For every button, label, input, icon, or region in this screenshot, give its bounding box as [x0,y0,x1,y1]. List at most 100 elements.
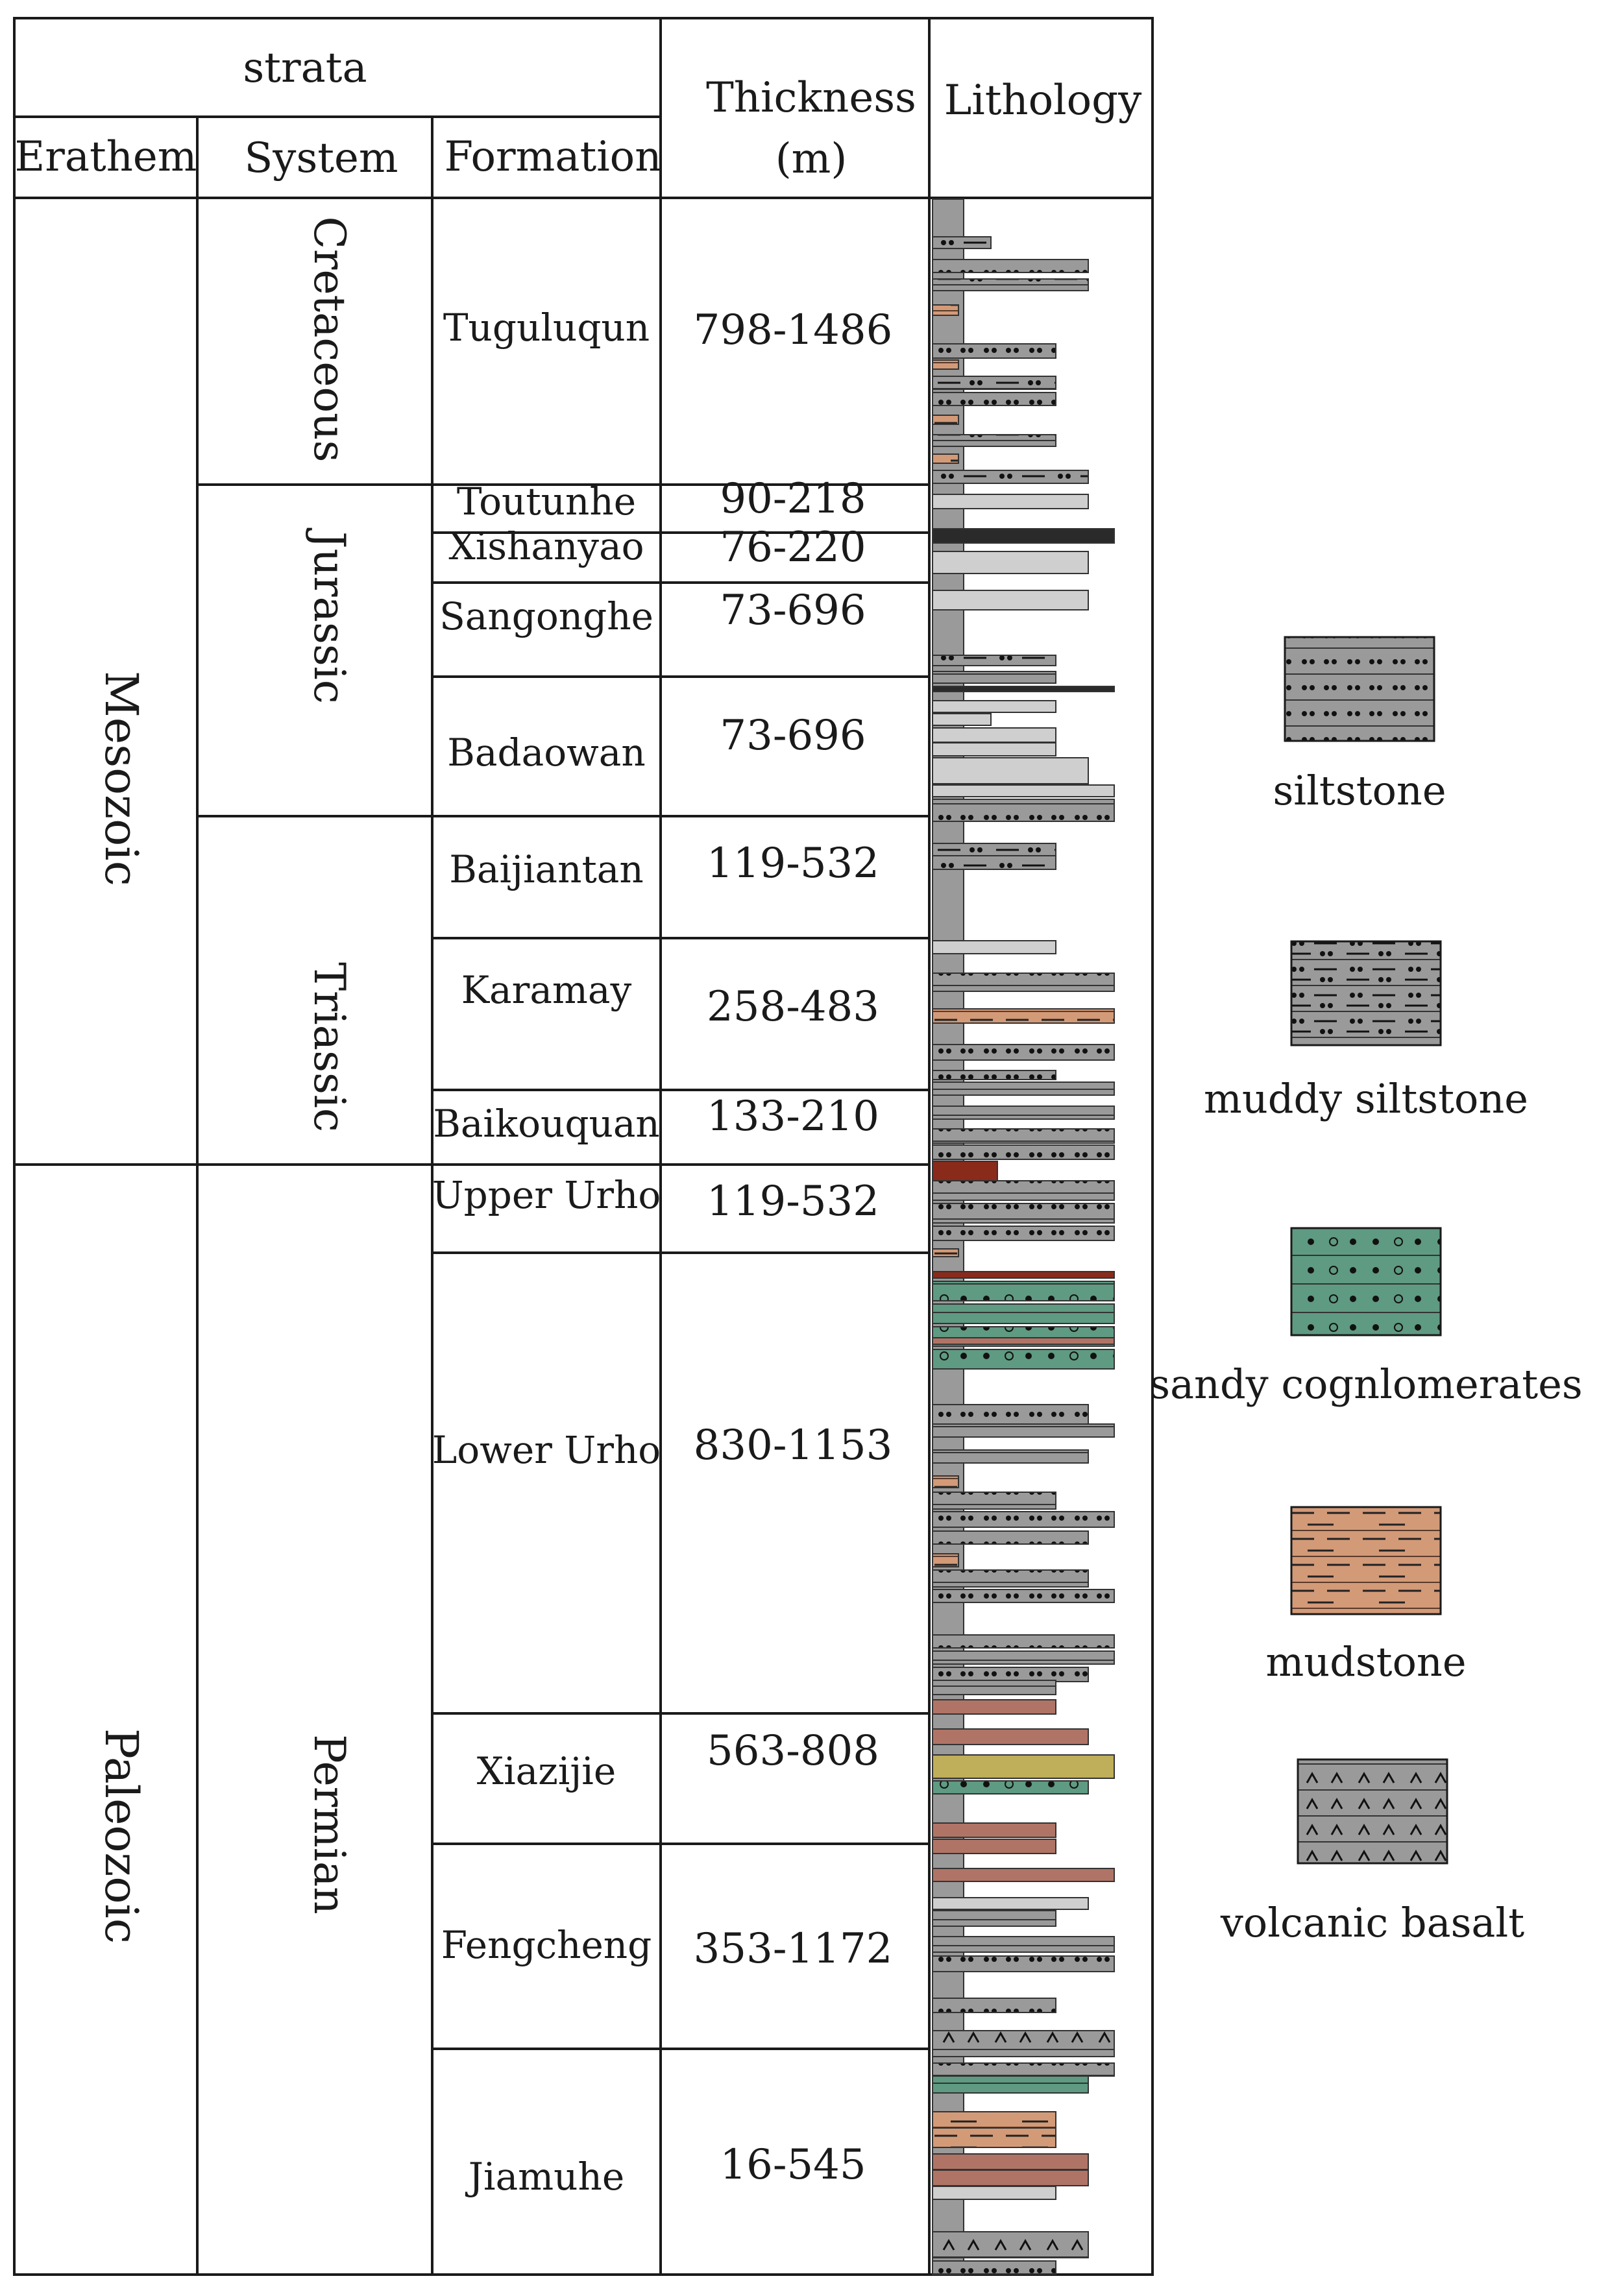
litho-layer [932,1161,998,1181]
legend-label: sandy cognlomerates [1149,1360,1582,1408]
formation-name: Tuguluqun [443,306,650,350]
litho-layer [932,236,992,249]
formation-name: Upper Urho [432,1173,661,1217]
litho-layer [932,2127,1056,2148]
litho-layer [932,1281,1115,1301]
header-formation: Formation [445,133,662,181]
formation-thickness: 258-483 [707,983,879,1031]
formation-name: Baikouquan [433,1102,660,1146]
header-thickness: Thickness [706,74,916,122]
legend-label: volcanic basalt [1220,1899,1524,1946]
litho-layer [932,1044,1115,1061]
formation-name: Xishanyao [448,524,644,568]
litho-layer [932,1754,1115,1779]
litho-layer [932,2231,1089,2258]
litho-layer [932,1082,1115,1096]
header-system: System [244,134,398,182]
header-thickness-unit: (m) [775,135,848,183]
formation-name: Sangonghe [439,594,653,638]
formation-thickness: 830-1153 [694,1421,893,1469]
litho-layer [932,278,1089,291]
litho-layer [932,686,1115,692]
header-lithology: Lithology [944,77,1142,125]
litho-layer [932,2153,1089,2170]
legend-label: mudstone [1265,1638,1466,1686]
litho-layer [932,551,1089,574]
system-column: Cretaceous Jurassic Triassic Permian [304,216,354,1914]
formation-thickness: 353-1172 [694,1925,893,1973]
litho-layer [932,1998,1056,2013]
litho-layer [932,1897,1089,1910]
litho-layer [932,343,1056,359]
formation-name: Xiazijie [477,1749,616,1793]
formation-name: Karamay [461,968,632,1012]
litho-layer [932,671,1056,684]
litho-layer [932,1936,1115,1953]
litho-layer [932,1650,1115,1665]
litho-layer [932,1680,1056,1695]
litho-layer [932,1839,1056,1854]
legend: siltstone muddy siltstone sandy cognlomera… [1149,636,1583,1946]
litho-layer [932,940,1056,954]
system-jurassic: Jurassic [304,527,354,704]
litho-layer [932,1634,1115,1649]
litho-layer [932,1511,1115,1528]
header-erathem: Erathem [15,133,197,181]
formation-thickness: 798-1486 [694,306,893,354]
litho-layer [932,1349,1115,1370]
formation-thickness: 133-210 [707,1093,879,1141]
litho-layer [932,376,1056,390]
litho-layer [932,470,1089,484]
table-grid [13,17,1154,2276]
legend-label: muddy siltstone [1204,1075,1528,1122]
litho-layer [932,1106,1115,1120]
litho-layer [932,1248,959,1257]
litho-layer [932,1492,1056,1510]
litho-layer [932,727,1056,743]
system-cretaceous: Cretaceous [304,216,354,462]
litho-layer [932,1203,1115,1224]
formation-name: Lower Urho [432,1428,661,1472]
formation-thickness: 16-545 [720,2141,866,2189]
litho-layer [932,1337,1115,1345]
litho-layer [932,494,1089,509]
litho-layer [932,799,1115,822]
litho-layer [932,392,1056,406]
erathem-paleozoic: Paleozoic [95,1728,148,1944]
litho-layer [932,1404,1089,1425]
table-header: strata Erathem System Formation Thicknes… [15,44,1142,183]
litho-layer [932,590,1089,610]
litho-layer [932,1822,1056,1838]
formation-thickness: 73-696 [720,712,866,760]
litho-layer [932,784,1115,797]
litho-layer [932,1699,1056,1715]
litho-layer [932,2186,1056,2200]
litho-layer [932,757,1089,784]
litho-layer [932,415,959,425]
litho-layer [932,259,1089,273]
litho-layer [932,1780,1089,1795]
litho-layer [932,1226,1115,1241]
formation-thickness: 73-696 [720,586,866,634]
litho-layer [932,1475,959,1488]
legend-swatch-siltstone [1284,636,1435,742]
litho-layer [932,359,959,370]
legend-label: siltstone [1273,767,1446,814]
erathem-mesozoic: Mesozoic [95,671,148,886]
litho-layer [932,973,1115,992]
litho-layer [932,713,992,726]
litho-layer [932,1728,1089,1745]
litho-layer [932,1128,1115,1144]
litho-layer [932,700,1056,713]
formation-name: Toutunhe [457,479,636,524]
litho-layer [932,2169,1089,2186]
formation-name: Jiamuhe [465,2155,624,2199]
litho-layer [932,304,959,316]
litho-layer [932,1180,1115,1201]
litho-layer [932,1667,1089,1682]
litho-layer [932,1955,1115,1972]
litho-layer [932,2111,1056,2131]
